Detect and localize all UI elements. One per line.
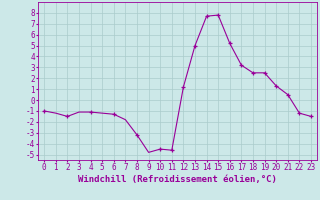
X-axis label: Windchill (Refroidissement éolien,°C): Windchill (Refroidissement éolien,°C) xyxy=(78,175,277,184)
